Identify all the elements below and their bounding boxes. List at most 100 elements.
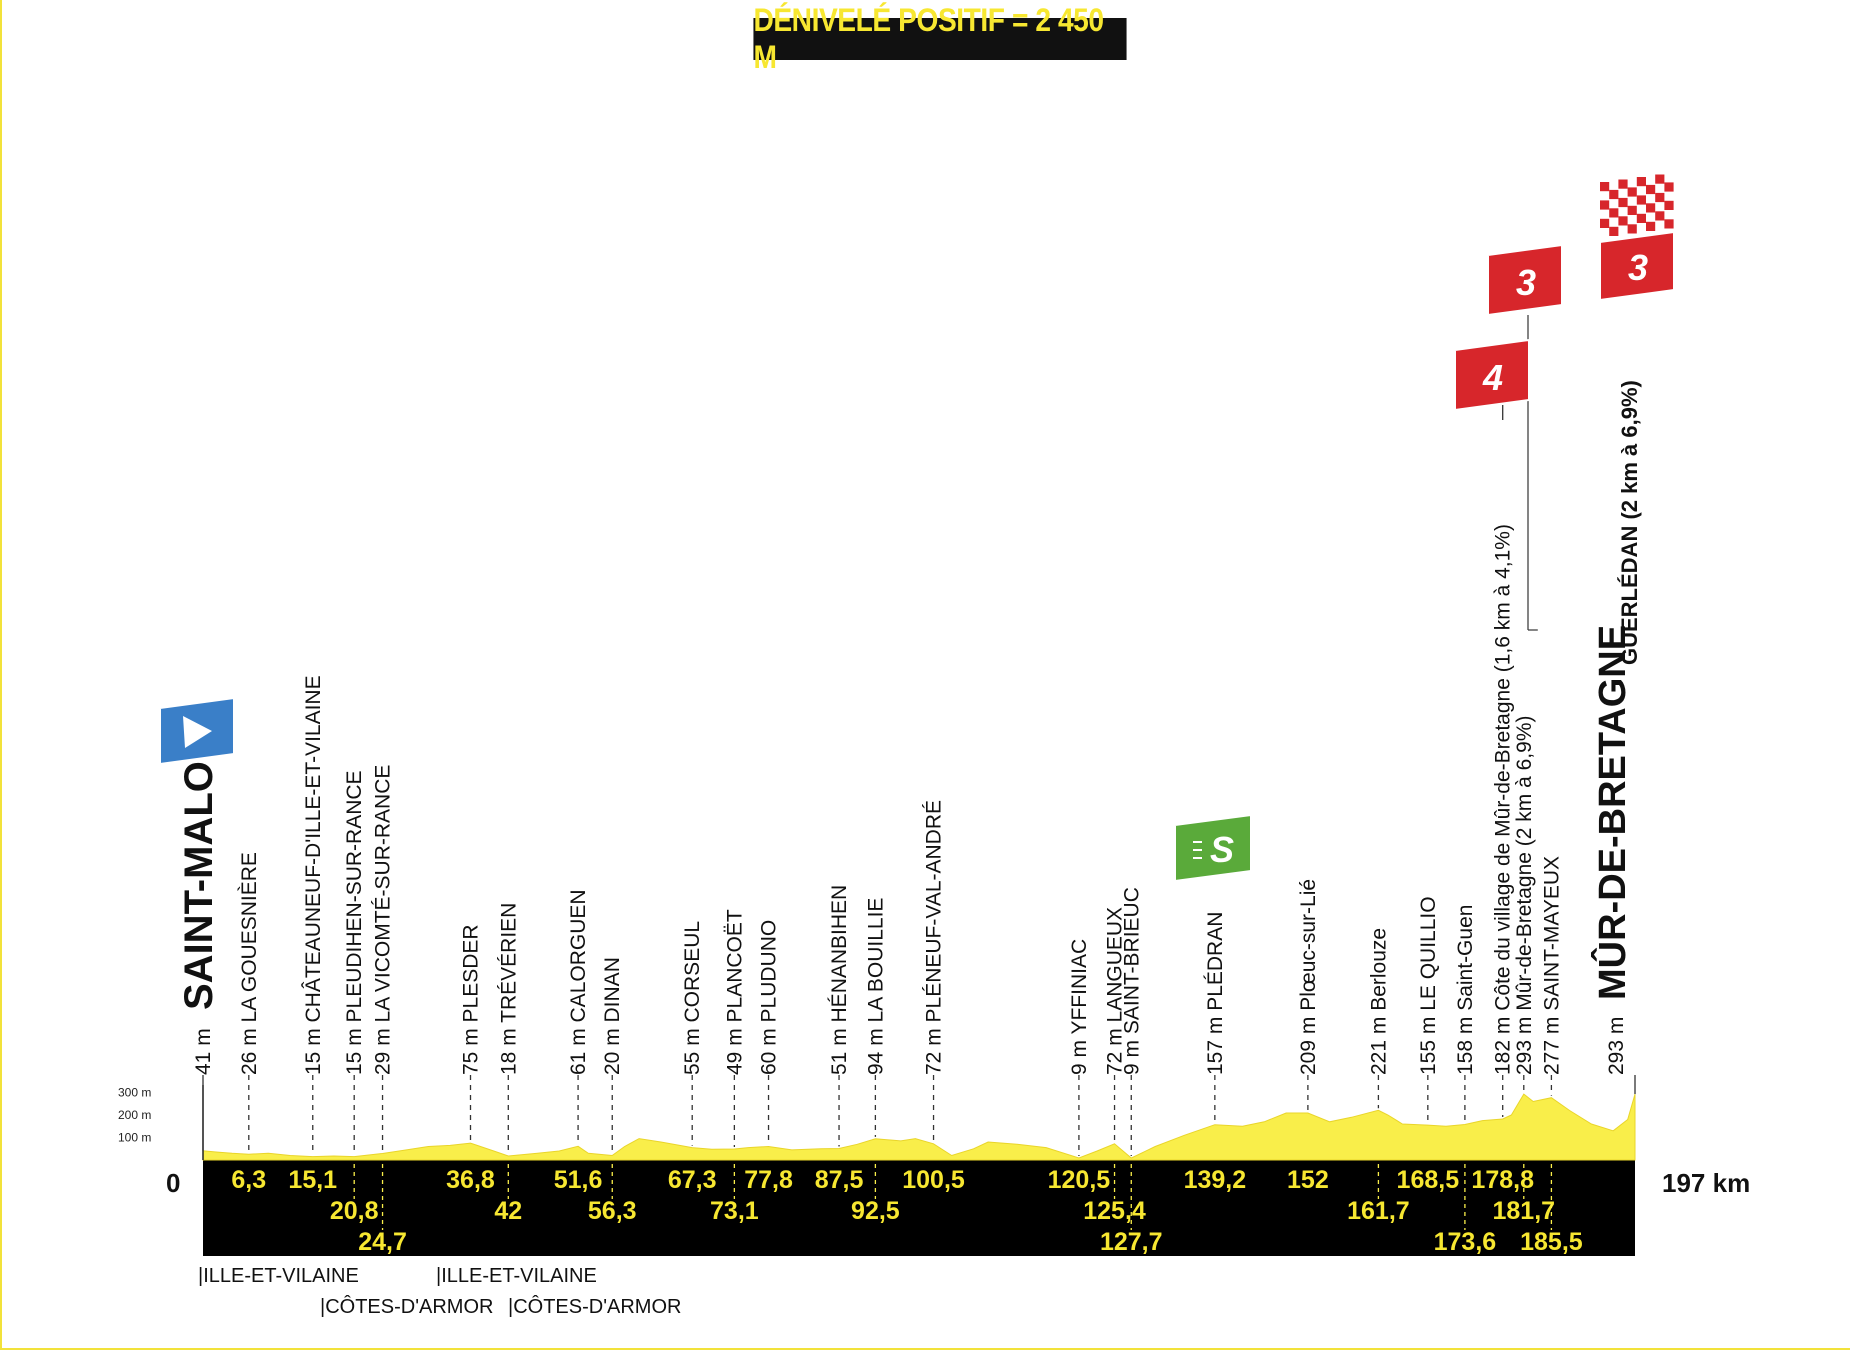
climb-category-label: 3 xyxy=(1628,247,1648,288)
waypoint-label: 221 m Berlouze xyxy=(1367,928,1390,1075)
waypoint-label: 75 m PLESDER xyxy=(460,924,483,1075)
climb-category-badge xyxy=(1454,338,1530,412)
km-marker: 168,5 xyxy=(1397,1166,1460,1194)
finish-flag-square xyxy=(1646,221,1656,231)
km-marker: 6,3 xyxy=(231,1166,266,1194)
y-tick-label: 100 m xyxy=(118,1131,151,1145)
climb-category-badge xyxy=(1487,243,1563,317)
finish-flag-square xyxy=(1618,197,1628,208)
waypoint-label: 72 m PLÉNEUF-VAL-ANDRÉ xyxy=(923,800,946,1075)
finish-flag-square xyxy=(1636,177,1646,187)
finish-flag-square xyxy=(1646,203,1656,213)
y-tick-label: 300 m xyxy=(118,1086,151,1100)
finish-altitude: 293 m xyxy=(1605,1017,1628,1075)
km-marker: 181,7 xyxy=(1493,1197,1556,1225)
sprint-label: S xyxy=(1210,829,1234,870)
elevation-profile xyxy=(202,1093,1636,1161)
waypoint-label: 60 m PLUDUNO xyxy=(758,920,781,1075)
waypoint-label: 94 m LA BOUILLIE xyxy=(864,898,887,1075)
finish-flag-square xyxy=(1627,205,1637,215)
department-label: |ILLE-ET-VILAINE xyxy=(436,1265,597,1287)
km-marker: 178,8 xyxy=(1471,1166,1534,1194)
y-tick-label: 200 m xyxy=(118,1108,151,1122)
finish-flag-square xyxy=(1655,192,1665,203)
km-marker: 127,7 xyxy=(1100,1228,1163,1256)
finish-flag-square xyxy=(1618,179,1628,189)
waypoint-label: 277 m SAINT-MAYEUX xyxy=(1540,856,1563,1075)
finish-flag-square xyxy=(1609,226,1619,236)
waypoint-label: 9 m YFFINIAC xyxy=(1068,939,1091,1075)
finish-flag-square xyxy=(1618,216,1628,226)
km-marker: 77,8 xyxy=(744,1166,793,1194)
page-title: DÉNIVELÉ POSITIF = 2 450 M xyxy=(753,2,1127,75)
km-marker: 20,8 xyxy=(330,1197,379,1225)
waypoint-label: 18 m TRÉVÉRIEN xyxy=(497,903,520,1075)
waypoint-label: 61 m CALORGUEN xyxy=(567,889,590,1075)
finish-flag-square xyxy=(1609,208,1619,218)
finish-flag-square xyxy=(1664,182,1674,192)
waypoint-label: 293 m Mûr-de-Bretagne (2 km à 6,9%) xyxy=(1513,716,1536,1075)
department-label: |CÔTES-D'ARMOR xyxy=(508,1296,682,1318)
finish-flag-square xyxy=(1636,195,1646,205)
waypoint-label: 158 m Saint-Guen xyxy=(1454,905,1477,1075)
sprint-flag-icon xyxy=(1174,813,1252,883)
climb-category-label: 3 xyxy=(1516,262,1536,303)
finish-flag-square xyxy=(1646,184,1656,195)
end-km-label: 197 km xyxy=(1662,1168,1750,1198)
finish-flag-square xyxy=(1664,200,1674,210)
km-band xyxy=(203,1160,1635,1256)
waypoint-label: 20 m DINAN xyxy=(601,957,624,1075)
waypoint-label: 9 m SAINT-BRIEUC xyxy=(1120,887,1143,1075)
km-marker: 92,5 xyxy=(851,1197,900,1225)
km-marker: 139,2 xyxy=(1184,1166,1247,1194)
km-marker: 56,3 xyxy=(588,1197,637,1225)
finish-flag-square xyxy=(1655,174,1665,184)
km-marker: 185,5 xyxy=(1520,1228,1583,1256)
waypoint-label: 182 m Côte du village de Mûr-de-Bretagne… xyxy=(1492,524,1515,1075)
finish-flag-square xyxy=(1600,200,1610,210)
km-marker: 100,5 xyxy=(902,1166,965,1194)
waypoint-label: 209 m Plœuc-sur-Lié xyxy=(1297,879,1320,1075)
waypoint-label: 51 m HÉNANBIHEN xyxy=(828,885,851,1075)
finish-flag-square xyxy=(1627,187,1637,197)
climb-category-label: 4 xyxy=(1482,357,1503,398)
km-marker: 125,4 xyxy=(1083,1197,1146,1225)
waypoint-label: 55 m CORSEUL xyxy=(681,921,704,1075)
km-marker: 67,3 xyxy=(668,1166,717,1194)
finish-flag-square xyxy=(1627,224,1637,234)
waypoint-label: 15 m CHÂTEAUNEUF-D'ILLE-ET-VILAINE xyxy=(302,675,325,1075)
finish-flag-square xyxy=(1600,182,1610,192)
km-marker: 87,5 xyxy=(815,1166,864,1194)
start-km-label: 0 xyxy=(166,1168,180,1198)
km-marker: 73,1 xyxy=(710,1197,759,1225)
km-marker: 42 xyxy=(494,1197,522,1225)
waypoint-label: 155 m LE QUILLIO xyxy=(1417,896,1440,1075)
finish-flag-square xyxy=(1636,213,1646,223)
waypoint-label: 15 m PLEUDIHEN-SUR-RANCE xyxy=(343,770,366,1075)
km-marker: 120,5 xyxy=(1048,1166,1111,1194)
km-marker: 15,1 xyxy=(288,1166,337,1194)
waypoint-label: 49 m PLANCOËT xyxy=(723,909,746,1075)
waypoint-label: 29 m LA VICOMTÉ-SUR-RANCE xyxy=(372,765,395,1075)
km-marker: 24,7 xyxy=(358,1228,407,1256)
finish-flag-square xyxy=(1655,211,1665,221)
department-label: |ILLE-ET-VILAINE xyxy=(198,1265,359,1287)
waypoint-label: 26 m LA GOUESNIÈRE xyxy=(238,852,261,1075)
finish-flag-square xyxy=(1664,219,1674,229)
waypoint-label: 72 m LANGUEUX xyxy=(1104,907,1127,1075)
finish-flag-square xyxy=(1609,189,1619,200)
finish-climb-label: GUERLÉDAN (2 km à 6,9%) xyxy=(1617,380,1642,665)
km-marker: 173,6 xyxy=(1434,1228,1497,1256)
department-label: |CÔTES-D'ARMOR xyxy=(320,1296,494,1318)
start-town-name: SAINT-MALO xyxy=(177,761,221,1010)
start-arrow-icon xyxy=(183,716,212,748)
start-altitude: 41 m xyxy=(192,1028,215,1075)
finish-flag-square xyxy=(1600,218,1610,228)
km-marker: 161,7 xyxy=(1347,1197,1410,1225)
km-marker: 51,6 xyxy=(554,1166,603,1194)
km-marker: 152 xyxy=(1287,1166,1329,1194)
km-marker: 36,8 xyxy=(446,1166,495,1194)
waypoint-label: 157 m PLÉDRAN xyxy=(1204,912,1227,1075)
